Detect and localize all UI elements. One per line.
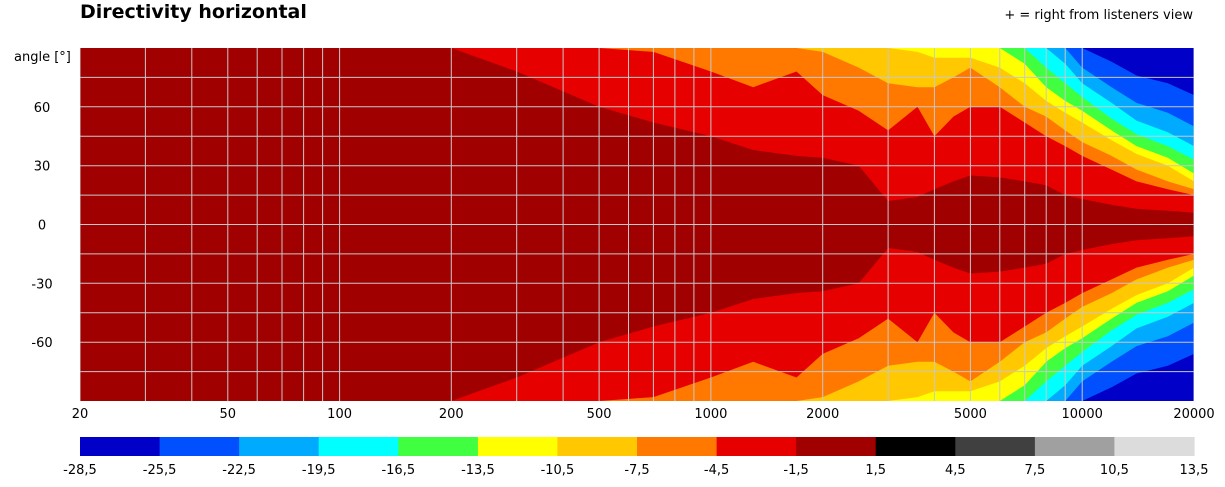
colorbar: -28,5 -25,5 -22,5 -19,5 -16,5 -13,5 -10,5 -7,5 -… bbox=[63, 437, 1208, 478]
colorbar-label: -1,5 bbox=[783, 463, 808, 478]
colorbar-label: -16,5 bbox=[381, 463, 415, 478]
colorbar-label: -13,5 bbox=[461, 463, 495, 478]
y-tick-label: 0 bbox=[38, 219, 46, 234]
colorbar-label: -4,5 bbox=[704, 463, 729, 478]
x-tick-label: 20000 bbox=[1173, 407, 1214, 422]
y-tick-label: 30 bbox=[34, 160, 51, 175]
colorbar-swatch bbox=[1114, 437, 1195, 456]
colorbar-label: -10,5 bbox=[541, 463, 575, 478]
colorbar-label: -25,5 bbox=[143, 463, 177, 478]
colorbar-swatch bbox=[637, 437, 718, 456]
colorbar-swatch bbox=[80, 437, 161, 456]
y-tick-label: 60 bbox=[34, 101, 51, 116]
colorbar-swatch bbox=[955, 437, 1036, 456]
x-tick-label: 1000 bbox=[694, 407, 727, 422]
x-tick-label: 500 bbox=[587, 407, 612, 422]
x-tick-label: 5000 bbox=[954, 407, 987, 422]
x-tick-label: 50 bbox=[220, 407, 237, 422]
colorbar-swatch bbox=[398, 437, 479, 456]
heatmap-band-lower-2 bbox=[80, 259, 1194, 401]
colorbar-swatch bbox=[716, 437, 797, 456]
y-axis-label: angle [°] bbox=[14, 50, 71, 65]
x-tick-label: 100 bbox=[327, 407, 352, 422]
colorbar-swatch bbox=[557, 437, 638, 456]
colorbar-label: 4,5 bbox=[945, 463, 966, 478]
x-axis: 20 50 100 200 500 1000 2000 5000 10000 20000 bbox=[72, 407, 1215, 422]
colorbar-label: -28,5 bbox=[63, 463, 97, 478]
colorbar-swatch bbox=[1034, 437, 1116, 456]
colorbar-swatch bbox=[318, 437, 399, 456]
plot-area bbox=[80, 48, 1194, 401]
colorbar-label: 13,5 bbox=[1180, 463, 1209, 478]
colorbar-label: 10,5 bbox=[1100, 463, 1129, 478]
colorbar-label: -7,5 bbox=[624, 463, 649, 478]
colorbar-swatch bbox=[239, 437, 320, 456]
y-axis: 60 30 0 -30 -60 bbox=[31, 101, 52, 351]
colorbar-label: -19,5 bbox=[302, 463, 336, 478]
chart-title: Directivity horizontal bbox=[80, 1, 307, 23]
colorbar-swatch bbox=[875, 437, 956, 456]
chart-note: + = right from listeners view bbox=[1004, 8, 1193, 23]
x-tick-label: 200 bbox=[439, 407, 464, 422]
heatmap-band-upper-2 bbox=[80, 48, 1194, 190]
colorbar-swatch bbox=[159, 437, 240, 456]
x-tick-label: 10000 bbox=[1062, 407, 1103, 422]
x-tick-label: 2000 bbox=[806, 407, 839, 422]
y-tick-label: -60 bbox=[31, 336, 52, 351]
colorbar-label: 7,5 bbox=[1025, 463, 1046, 478]
colorbar-swatch bbox=[477, 437, 559, 456]
colorbar-swatch bbox=[796, 437, 877, 456]
y-tick-label: -30 bbox=[31, 277, 52, 292]
x-tick-label: 20 bbox=[72, 407, 89, 422]
colorbar-label: 1,5 bbox=[865, 463, 886, 478]
colorbar-label: -22,5 bbox=[222, 463, 256, 478]
